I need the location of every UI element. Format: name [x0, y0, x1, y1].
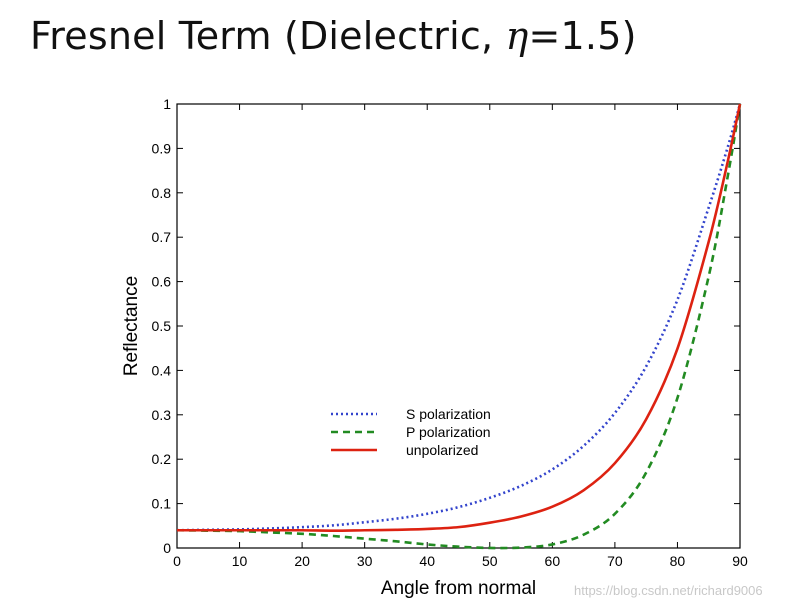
x-tick-label: 30: [357, 553, 373, 569]
x-tick-label: 20: [294, 553, 310, 569]
x-tick-label: 80: [670, 553, 686, 569]
y-tick-label: 0.9: [152, 140, 172, 156]
legend-label: S polarization: [406, 406, 491, 422]
y-axis-label: Reflectance: [121, 276, 142, 376]
x-tick-label: 40: [419, 553, 435, 569]
x-tick-label: 50: [482, 553, 498, 569]
x-tick-label: 10: [232, 553, 248, 569]
y-tick-label: 0.4: [152, 362, 172, 378]
series-s-polarization: [176, 103, 742, 532]
series-unpolarized: [176, 103, 742, 532]
series-p-polarization: [176, 103, 742, 550]
eta-symbol: η: [505, 14, 529, 58]
y-tick-label: 0.1: [152, 496, 172, 512]
y-tick-label: 0.8: [152, 185, 172, 201]
x-axis-label: Angle from normal: [381, 578, 536, 599]
x-tick-label: 70: [607, 553, 623, 569]
series-lines: [176, 103, 742, 550]
title-suffix: =1.5): [528, 14, 637, 58]
x-tick-label: 0: [173, 553, 181, 569]
slide-title: Fresnel Term (Dielectric, η=1.5): [30, 14, 637, 58]
title-prefix: Fresnel Term (Dielectric,: [30, 14, 506, 58]
legend-label: unpolarized: [406, 442, 478, 458]
y-tick-label: 0.3: [152, 407, 172, 423]
y-tick-label: 0.7: [152, 229, 172, 245]
y-tick-label: 1: [163, 96, 171, 112]
y-tick-label: 0: [163, 540, 171, 556]
y-tick-label: 0.5: [152, 318, 172, 334]
legend-label: P polarization: [406, 424, 491, 440]
y-tick-label: 0.2: [152, 451, 172, 467]
legend: S polarization P polarization unpolarized: [331, 406, 491, 458]
x-tick-label: 90: [732, 553, 748, 569]
y-tick-label: 0.6: [152, 274, 172, 290]
x-tick-label: 60: [545, 553, 561, 569]
plot-frame: [176, 103, 741, 549]
axes: 0 10 20 30 40 50 60 70 80 90 0 0.1 0.2 0.3 0.4 0.5 0.6 0.…: [152, 96, 748, 569]
watermark: https://blog.csdn.net/richard9006: [574, 583, 763, 598]
